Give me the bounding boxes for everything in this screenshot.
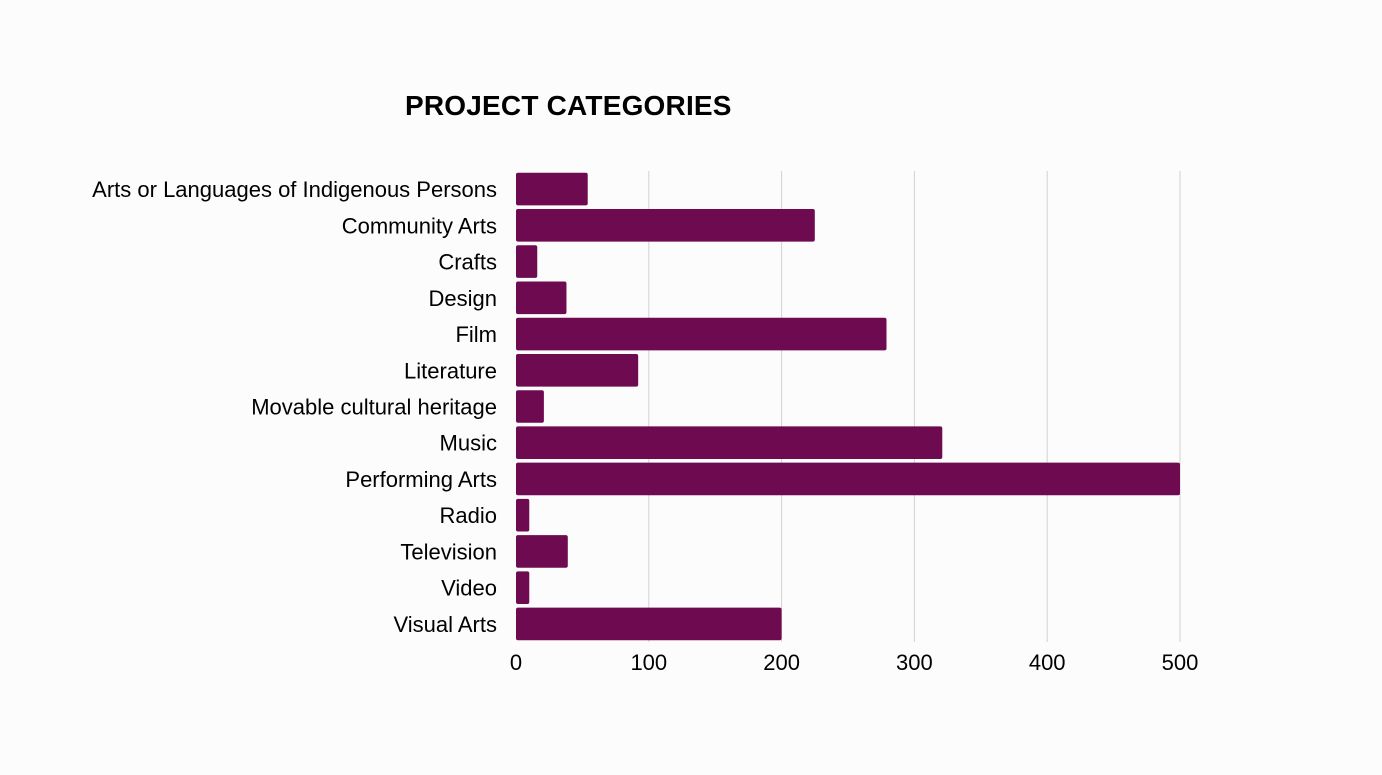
category-label: Video bbox=[441, 576, 497, 601]
category-label: Performing Arts bbox=[345, 467, 497, 492]
x-tick-label: 300 bbox=[896, 650, 933, 675]
category-label: Visual Arts bbox=[393, 612, 497, 637]
bar bbox=[516, 607, 782, 641]
category-label: Design bbox=[429, 286, 497, 311]
category-label: Crafts bbox=[438, 250, 497, 275]
bar bbox=[516, 245, 538, 278]
category-label: Community Arts bbox=[342, 213, 497, 238]
bar bbox=[516, 317, 887, 351]
category-labels: Arts or Languages of Indigenous Persons C… bbox=[92, 177, 497, 637]
chart-title: PROJECT CATEGORIES bbox=[405, 90, 732, 121]
bar bbox=[516, 172, 588, 206]
bar bbox=[516, 498, 530, 532]
bar bbox=[516, 390, 544, 423]
grid-lines bbox=[648, 171, 1181, 642]
category-label: Film bbox=[455, 322, 497, 347]
category-label: Music bbox=[440, 431, 497, 456]
category-label: Arts or Languages of Indigenous Persons bbox=[92, 177, 497, 202]
bar bbox=[516, 281, 567, 315]
category-label: Literature bbox=[404, 358, 497, 383]
bar bbox=[516, 209, 815, 242]
x-tick-label: 100 bbox=[630, 650, 667, 675]
bar bbox=[516, 353, 639, 387]
x-tick-label: 200 bbox=[763, 650, 800, 675]
category-label: Television bbox=[400, 539, 497, 564]
category-label: Radio bbox=[440, 503, 497, 528]
x-axis-ticks: 0 100 200 300 400 500 bbox=[510, 650, 1198, 675]
bar bbox=[516, 571, 530, 604]
x-tick-label: 0 bbox=[510, 650, 522, 675]
bar bbox=[516, 426, 943, 460]
bars bbox=[516, 172, 1180, 641]
bar bbox=[516, 535, 568, 568]
x-tick-label: 500 bbox=[1162, 650, 1199, 675]
category-label: Movable cultural heritage bbox=[251, 395, 497, 420]
x-tick-label: 400 bbox=[1029, 650, 1066, 675]
bar bbox=[516, 462, 1180, 496]
